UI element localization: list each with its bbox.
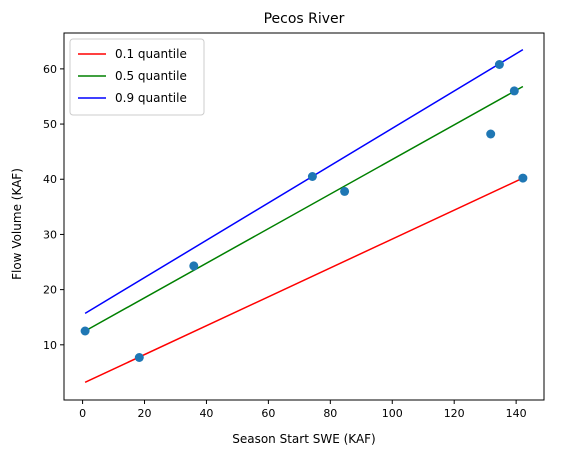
y-tick-label: 10 — [43, 339, 57, 352]
data-point — [189, 261, 199, 271]
y-tick-label: 50 — [43, 118, 57, 131]
y-tick-label: 60 — [43, 63, 57, 76]
data-point — [486, 129, 496, 139]
y-tick-label: 30 — [43, 228, 57, 241]
plot-area — [80, 48, 528, 383]
axes-frame — [63, 32, 545, 401]
x-tick-label: 40 — [199, 407, 213, 420]
chart-title: Pecos River — [264, 11, 345, 27]
axes: 0 20 40 60 80 100 120 140 10 20 30 40 50 60 — [43, 32, 545, 420]
data-point — [340, 186, 350, 196]
data-point — [509, 86, 519, 96]
data-point — [307, 172, 317, 181]
legend: 0.1 quantile 0.5 quantile 0.9 quantile — [69, 38, 205, 116]
legend-label: 0.9 quantile — [115, 91, 187, 105]
x-axis-label: Season Start SWE (KAF) — [232, 432, 376, 446]
series-line-0 — [84, 177, 524, 383]
x-tick-label: 140 — [506, 407, 527, 420]
data-point — [80, 326, 90, 336]
x-tick-label: 80 — [323, 407, 337, 420]
series-line-2 — [84, 48, 524, 315]
x-tick-label: 20 — [138, 407, 152, 420]
data-point — [134, 353, 144, 362]
y-tick-label: 40 — [43, 173, 57, 186]
legend-label: 0.5 quantile — [115, 69, 187, 83]
data-point — [518, 173, 528, 183]
x-tick-label: 60 — [261, 407, 275, 420]
x-tick-label: 100 — [382, 407, 403, 420]
x-tick-label: 120 — [444, 407, 465, 420]
y-tick-label: 20 — [43, 284, 57, 297]
legend-box — [69, 38, 205, 116]
series-line-1 — [84, 85, 524, 332]
data-point — [494, 60, 504, 69]
legend-label: 0.1 quantile — [115, 47, 187, 61]
x-tick-label: 0 — [79, 407, 86, 420]
y-axis-label: Flow Volume (KAF) — [10, 168, 24, 280]
